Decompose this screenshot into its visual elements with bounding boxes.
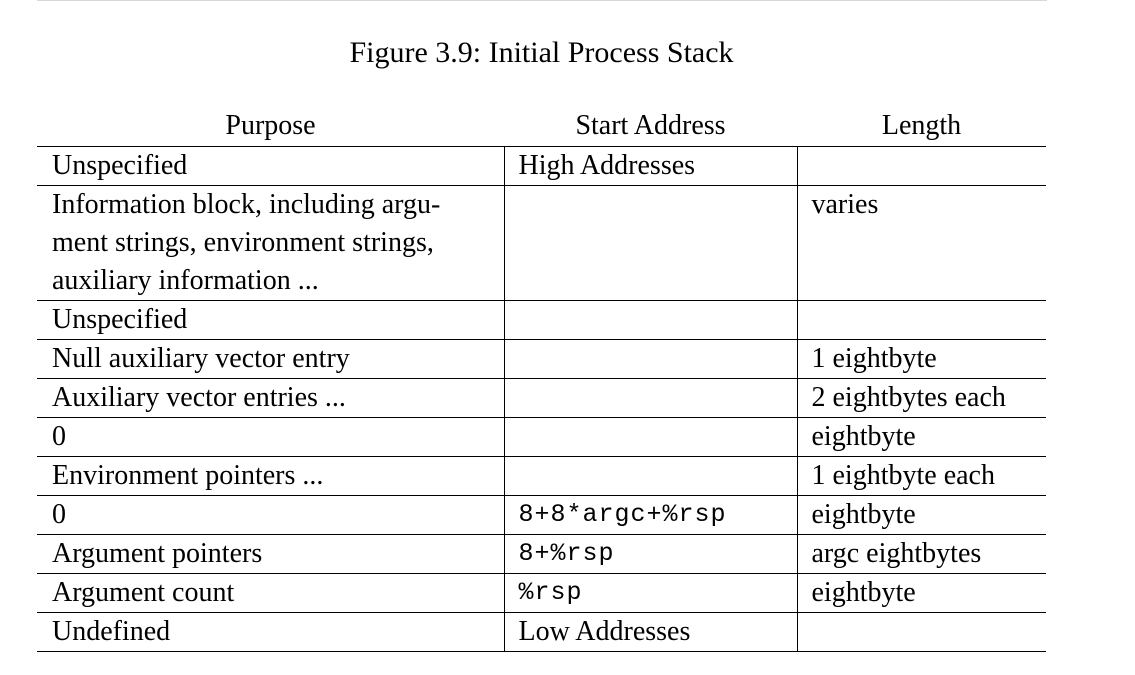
purpose-line: auxiliary information ... bbox=[52, 265, 319, 296]
length-cell: 1 eightbyte bbox=[797, 339, 1046, 379]
purpose-cell: Undefined bbox=[37, 612, 505, 652]
start-address-cell bbox=[504, 185, 798, 301]
table-row: Unspecified bbox=[37, 300, 1046, 340]
length-cell: 1 eightbyte each bbox=[797, 456, 1046, 496]
purpose-cell: Unspecified bbox=[37, 300, 505, 340]
header-purpose: Purpose bbox=[37, 104, 504, 147]
purpose-line: ment strings, environment strings, bbox=[52, 227, 434, 258]
length-cell: eightbyte bbox=[797, 417, 1046, 457]
purpose-line: Information block, including argu- bbox=[52, 189, 441, 220]
table-row: Environment pointers ... 1 eightbyte eac… bbox=[37, 456, 1046, 496]
length-cell: argc eightbytes bbox=[797, 534, 1046, 574]
length-cell bbox=[797, 612, 1046, 652]
start-address-cell: %rsp bbox=[504, 573, 798, 613]
start-address-cell: Low Addresses bbox=[504, 612, 798, 652]
start-address-cell bbox=[504, 456, 798, 496]
start-address-cell bbox=[504, 300, 798, 340]
header-start-address: Start Address bbox=[504, 104, 797, 147]
table-row: 0 eightbyte bbox=[37, 417, 1046, 457]
table-header-row: Purpose Start Address Length bbox=[37, 104, 1046, 147]
length-cell: eightbyte bbox=[797, 495, 1046, 535]
purpose-cell: Auxiliary vector entries ... bbox=[37, 378, 505, 418]
purpose-cell: Unspecified bbox=[37, 146, 505, 186]
table-row: Null auxiliary vector entry 1 eightbyte bbox=[37, 339, 1046, 379]
page-top-rule bbox=[37, 0, 1047, 1]
purpose-cell: Environment pointers ... bbox=[37, 456, 505, 496]
header-length: Length bbox=[797, 104, 1046, 147]
purpose-cell: 0 bbox=[37, 495, 505, 535]
table-row: Unspecified High Addresses bbox=[37, 146, 1046, 186]
purpose-cell: Information block, including argu- ment … bbox=[37, 185, 505, 301]
start-address-cell bbox=[504, 417, 798, 457]
purpose-cell: Argument count bbox=[37, 573, 505, 613]
table-row: 0 8+8*argc+%rsp eightbyte bbox=[37, 495, 1046, 535]
purpose-cell: 0 bbox=[37, 417, 505, 457]
table-row: Argument count %rsp eightbyte bbox=[37, 573, 1046, 613]
table-row: Argument pointers 8+%rsp argc eightbytes bbox=[37, 534, 1046, 574]
length-cell: 2 eightbytes each bbox=[797, 378, 1046, 418]
figure-caption: Figure 3.9: Initial Process Stack bbox=[349, 36, 734, 69]
purpose-cell: Null auxiliary vector entry bbox=[37, 339, 505, 379]
purpose-cell: Argument pointers bbox=[37, 534, 505, 574]
start-address-cell: 8+%rsp bbox=[504, 534, 798, 574]
start-address-cell: High Addresses bbox=[504, 146, 798, 186]
length-cell bbox=[797, 300, 1046, 340]
start-address-cell: 8+8*argc+%rsp bbox=[504, 495, 798, 535]
table-row: Undefined Low Addresses bbox=[37, 612, 1046, 652]
table-row: Information block, including argu- ment … bbox=[37, 185, 1046, 301]
length-cell bbox=[797, 146, 1046, 186]
start-address-cell bbox=[504, 339, 798, 379]
initial-process-stack-table: Purpose Start Address Length Unspecified… bbox=[37, 104, 1046, 652]
length-cell: varies bbox=[797, 185, 1046, 301]
start-address-cell bbox=[504, 378, 798, 418]
length-cell: eightbyte bbox=[797, 573, 1046, 613]
table-row: Auxiliary vector entries ... 2 eightbyte… bbox=[37, 378, 1046, 418]
